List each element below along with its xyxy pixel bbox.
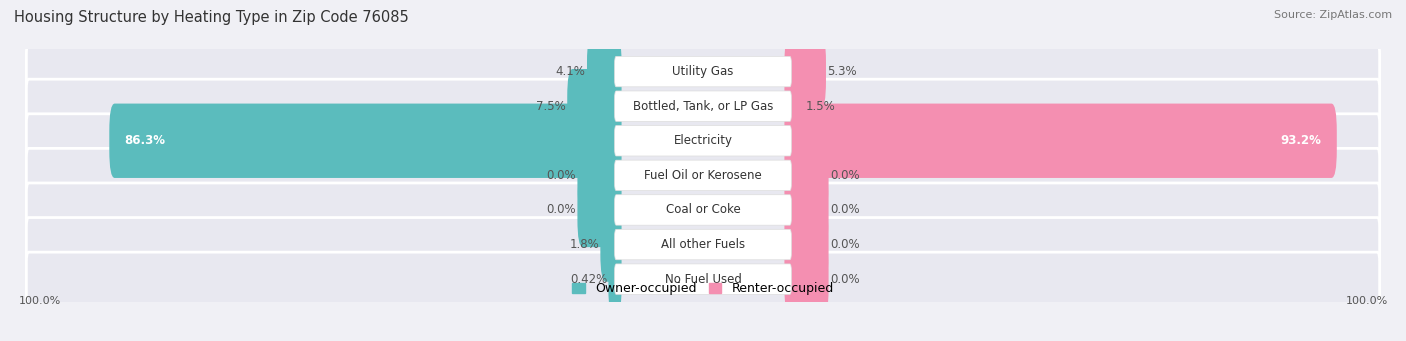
FancyBboxPatch shape xyxy=(27,79,1379,133)
FancyBboxPatch shape xyxy=(27,252,1379,306)
FancyBboxPatch shape xyxy=(27,183,1379,237)
FancyBboxPatch shape xyxy=(785,242,828,316)
FancyBboxPatch shape xyxy=(614,160,792,191)
FancyBboxPatch shape xyxy=(614,125,792,156)
Text: 100.0%: 100.0% xyxy=(1346,296,1388,306)
FancyBboxPatch shape xyxy=(567,69,621,143)
FancyBboxPatch shape xyxy=(27,45,1379,99)
Legend: Owner-occupied, Renter-occupied: Owner-occupied, Renter-occupied xyxy=(568,278,838,300)
Text: All other Fuels: All other Fuels xyxy=(661,238,745,251)
FancyBboxPatch shape xyxy=(614,91,792,121)
FancyBboxPatch shape xyxy=(785,34,825,109)
FancyBboxPatch shape xyxy=(27,114,1379,168)
FancyBboxPatch shape xyxy=(578,138,621,212)
Text: Bottled, Tank, or LP Gas: Bottled, Tank, or LP Gas xyxy=(633,100,773,113)
Text: No Fuel Used: No Fuel Used xyxy=(665,273,741,286)
FancyBboxPatch shape xyxy=(785,69,804,143)
FancyBboxPatch shape xyxy=(785,173,828,247)
Text: Coal or Coke: Coal or Coke xyxy=(665,204,741,217)
Text: Housing Structure by Heating Type in Zip Code 76085: Housing Structure by Heating Type in Zip… xyxy=(14,10,409,25)
Text: Electricity: Electricity xyxy=(673,134,733,147)
Text: 0.0%: 0.0% xyxy=(547,169,576,182)
Text: 86.3%: 86.3% xyxy=(125,134,166,147)
Text: Source: ZipAtlas.com: Source: ZipAtlas.com xyxy=(1274,10,1392,20)
FancyBboxPatch shape xyxy=(609,242,621,316)
FancyBboxPatch shape xyxy=(27,148,1379,202)
Text: 0.0%: 0.0% xyxy=(830,273,859,286)
Text: 93.2%: 93.2% xyxy=(1281,134,1322,147)
Text: 0.0%: 0.0% xyxy=(547,204,576,217)
Text: 1.5%: 1.5% xyxy=(806,100,835,113)
FancyBboxPatch shape xyxy=(27,218,1379,271)
FancyBboxPatch shape xyxy=(614,229,792,260)
Text: Utility Gas: Utility Gas xyxy=(672,65,734,78)
FancyBboxPatch shape xyxy=(614,195,792,225)
Text: 100.0%: 100.0% xyxy=(18,296,60,306)
FancyBboxPatch shape xyxy=(785,138,828,212)
FancyBboxPatch shape xyxy=(578,173,621,247)
Text: Fuel Oil or Kerosene: Fuel Oil or Kerosene xyxy=(644,169,762,182)
Text: 5.3%: 5.3% xyxy=(827,65,856,78)
Text: 7.5%: 7.5% xyxy=(536,100,565,113)
Text: 0.0%: 0.0% xyxy=(830,204,859,217)
Text: 0.0%: 0.0% xyxy=(830,169,859,182)
FancyBboxPatch shape xyxy=(586,34,621,109)
Text: 0.0%: 0.0% xyxy=(830,238,859,251)
FancyBboxPatch shape xyxy=(614,264,792,294)
FancyBboxPatch shape xyxy=(614,56,792,87)
Text: 1.8%: 1.8% xyxy=(569,238,599,251)
Text: 0.42%: 0.42% xyxy=(569,273,607,286)
FancyBboxPatch shape xyxy=(110,104,621,178)
FancyBboxPatch shape xyxy=(785,207,828,282)
FancyBboxPatch shape xyxy=(600,207,621,282)
Text: 4.1%: 4.1% xyxy=(555,65,586,78)
FancyBboxPatch shape xyxy=(785,104,1337,178)
